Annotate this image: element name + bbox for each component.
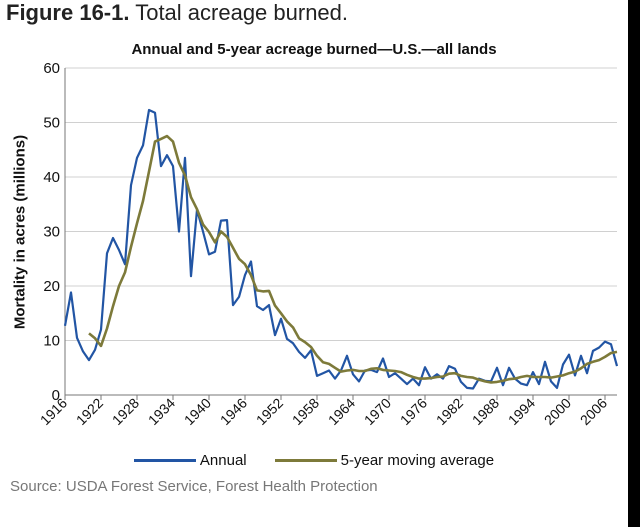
legend-label-annual: Annual xyxy=(199,452,247,469)
y-tick-label: 60 xyxy=(43,60,60,77)
y-tick-label: 0 xyxy=(52,387,60,404)
legend-item-annual: Annual xyxy=(133,452,247,469)
source-note: Source: USDA Forest Service, Forest Heal… xyxy=(10,478,378,495)
legend-item-average: 5-year moving average xyxy=(274,452,495,469)
legend-swatch-average xyxy=(274,459,337,462)
y-tick-label: 50 xyxy=(43,115,60,132)
y-tick-label: 10 xyxy=(43,333,60,350)
legend: Annual 5-year moving average xyxy=(0,452,628,469)
gridlines xyxy=(65,67,617,341)
chart-title: Annual and 5-year acreage burned—U.S.—al… xyxy=(131,41,497,58)
y-tick-label: 40 xyxy=(43,169,60,186)
figure-heading: Figure 16-1. Total acreage burned. xyxy=(6,0,348,26)
y-tick-label: 20 xyxy=(43,278,60,295)
data-series xyxy=(63,108,619,390)
legend-label-average: 5-year moving average xyxy=(340,452,495,469)
window-edge xyxy=(628,0,640,527)
y-tick-label: 30 xyxy=(43,224,60,241)
series-line-5yr-average xyxy=(88,134,618,384)
series-line-annual xyxy=(63,108,619,390)
figure-number: Figure 16-1. xyxy=(6,0,130,25)
legend-swatch-annual xyxy=(133,459,196,462)
figure-title: Total acreage burned. xyxy=(135,0,349,25)
